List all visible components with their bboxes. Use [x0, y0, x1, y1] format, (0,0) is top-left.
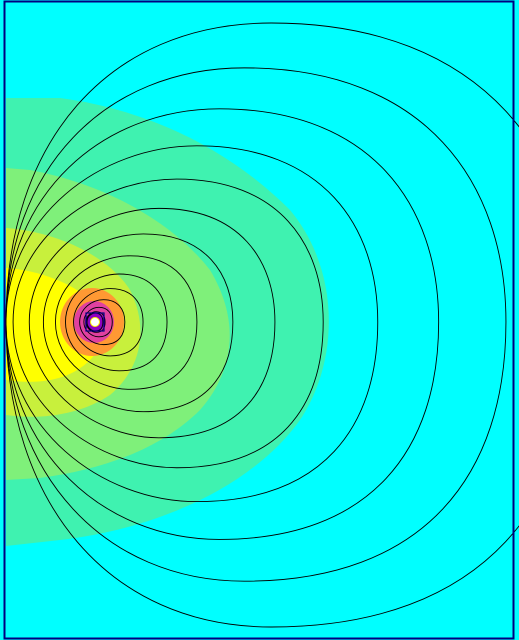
contour-line [28, 207, 276, 439]
contour-line [55, 255, 198, 390]
contour-line [5, 22, 519, 628]
field-source-marker-icon[interactable] [85, 312, 105, 332]
contour-line [65, 273, 168, 372]
source-marker-dot [90, 317, 100, 327]
contour-line [5, 67, 507, 582]
contour-lines [5, 22, 519, 628]
contour-line [86, 312, 104, 332]
contour-line [12, 178, 324, 469]
contour-line [5, 145, 379, 503]
source-marker-outline [85, 312, 105, 332]
contour-line [42, 233, 234, 413]
contour-line [83, 306, 113, 338]
contour-line [5, 108, 440, 540]
plot-frame [3, 0, 515, 640]
contour-line [79, 299, 126, 346]
contour-line [73, 288, 144, 357]
